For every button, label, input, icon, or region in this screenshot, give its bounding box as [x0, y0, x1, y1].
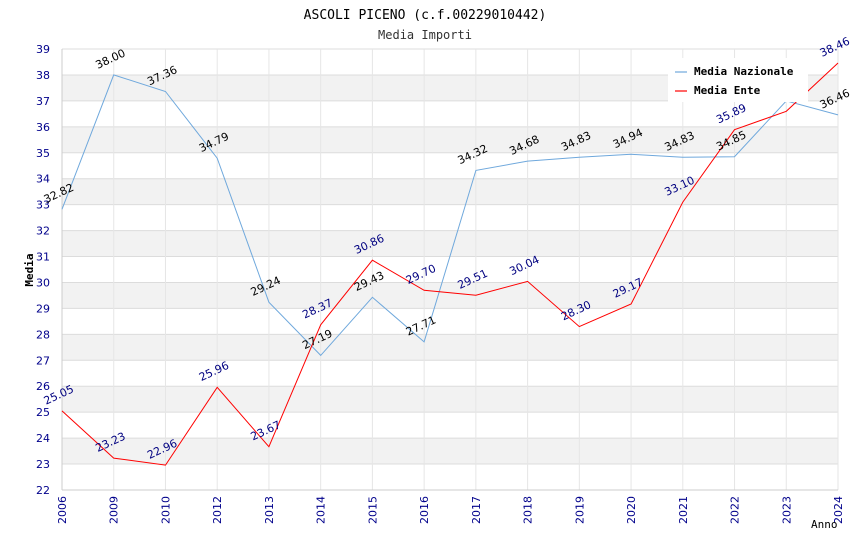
x-tick-label: 2016: [418, 496, 431, 524]
x-tick-label: 2019: [573, 496, 586, 524]
x-tick-labels: 2006 2009 2010 2012 2013 2014 2015 2016 2017 2018…: [56, 496, 845, 524]
plot-bands: [62, 74, 838, 465]
x-tick-label: 2022: [729, 496, 742, 524]
x-tick-label: 2015: [366, 496, 379, 524]
legend: Media Nazionale Media Ente: [668, 58, 808, 102]
y-tick-label: 26: [36, 380, 50, 393]
legend-box: [668, 58, 808, 102]
x-tick-label: 2014: [315, 496, 328, 524]
y-tick-label: 30: [36, 276, 50, 289]
y-tick-label: 27: [36, 354, 50, 367]
axes: [61, 49, 838, 491]
y-tick-label: 37: [36, 95, 50, 108]
grid-band: [62, 230, 838, 257]
x-tick-label: 2006: [56, 496, 69, 524]
y-axis-label: Media: [23, 253, 36, 286]
x-tick-label: 2013: [263, 496, 276, 524]
x-tick-label: 2024: [832, 496, 845, 524]
grid-band: [62, 282, 838, 309]
series-line-1: [61, 62, 839, 466]
grid-band: [62, 334, 838, 361]
legend-label-ente: Media Ente: [694, 84, 761, 97]
y-tick-label: 29: [36, 302, 50, 315]
y-tick-label: 32: [36, 225, 50, 238]
grid-band: [62, 126, 838, 153]
x-axis-label: Anno: [811, 518, 838, 531]
data-label-series-1: 35.89: [714, 101, 748, 126]
x-tick-label: 2020: [625, 496, 638, 524]
x-tick-label: 2012: [211, 496, 224, 524]
y-tick-label: 24: [36, 432, 50, 445]
y-tick-label: 36: [36, 121, 50, 134]
y-tick-label: 25: [36, 406, 50, 419]
grid-band: [62, 438, 838, 465]
y-tick-label: 28: [36, 328, 50, 341]
y-tick-label: 33: [36, 199, 50, 212]
chart-title: ASCOLI PICENO (c.f.00229010442): [304, 8, 547, 23]
grid-band: [62, 386, 838, 413]
chart-subtitle: Media Importi: [378, 28, 472, 42]
data-label-series-1: 25.96: [197, 359, 231, 384]
x-tick-label: 2017: [470, 496, 483, 524]
y-tick-label: 31: [36, 251, 50, 264]
y-tick-label: 22: [36, 484, 50, 497]
y-tick-label: 39: [36, 43, 50, 56]
y-tick-label: 35: [36, 147, 50, 160]
grid-band: [62, 178, 838, 205]
data-label-series-0: 38.00: [94, 47, 128, 72]
y-tick-label: 34: [36, 173, 50, 186]
legend-label-nazionale: Media Nazionale: [694, 65, 794, 78]
y-tick-label: 38: [36, 69, 50, 82]
x-tick-label: 2018: [522, 496, 535, 524]
x-tick-label: 2023: [780, 496, 793, 524]
x-tick-label: 2009: [108, 496, 121, 524]
y-tick-label: 23: [36, 458, 50, 471]
x-tick-label: 2010: [159, 496, 172, 524]
data-label-series-1: 38.46: [818, 35, 850, 60]
y-tick-labels: 22 23 24 25 26 27 28 29 30 31 32 33 34 35 36 37 38 39: [36, 43, 50, 497]
series-lines: [61, 62, 839, 466]
x-tick-label: 2021: [677, 496, 690, 524]
series-line-0: [61, 74, 839, 357]
